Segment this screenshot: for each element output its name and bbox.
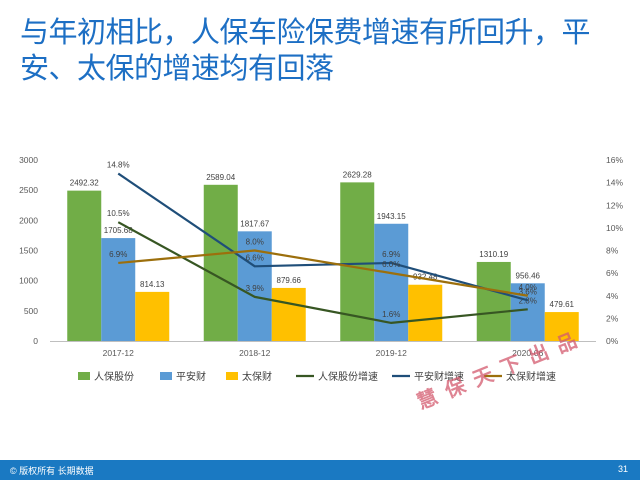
bar-value-label: 2589.04 — [206, 173, 235, 182]
line-value-label: 4.0% — [519, 283, 537, 292]
bar-value-label: 1310.19 — [479, 250, 508, 259]
x-tick-label: 2017-12 — [103, 348, 134, 358]
copyright-text: © 版权所有 长期数据 — [10, 466, 94, 476]
line-value-label: 1.6% — [382, 310, 400, 319]
line-人保股份增速 — [117, 221, 528, 324]
bar-人保股份 — [203, 184, 238, 341]
bar-太保财 — [544, 312, 579, 341]
legend-label: 平安财增速 — [414, 370, 464, 383]
bar-value-label: 879.66 — [277, 276, 302, 285]
page-number: 31 — [617, 464, 628, 474]
y-right-tick-label: 12% — [606, 200, 623, 210]
y-right-tick-label: 8% — [606, 246, 619, 256]
line-value-label: 2.8% — [519, 296, 537, 305]
y-right-tick-label: 2% — [606, 313, 619, 323]
legend-label: 太保财 — [242, 370, 272, 383]
legend-label: 平安财 — [176, 370, 206, 383]
bar-平安财 — [101, 238, 136, 341]
y-left-tick-label: 3000 — [19, 155, 38, 165]
bar-value-label: 2492.32 — [70, 179, 99, 188]
legend-label: 人保股份增速 — [318, 370, 378, 383]
bar-value-label: 479.61 — [550, 300, 575, 309]
legend-label: 太保财增速 — [506, 370, 556, 383]
y-left-tick-label: 1000 — [19, 276, 38, 286]
x-tick-label: 2018-12 — [239, 348, 270, 358]
x-tick-label: 2019-12 — [376, 348, 407, 358]
y-right-tick-label: 10% — [606, 223, 623, 233]
bar-value-label: 1943.15 — [377, 212, 406, 221]
bar-value-label: 1817.67 — [240, 219, 269, 228]
legend-label: 人保股份 — [94, 370, 134, 383]
line-value-label: 3.6% — [519, 287, 537, 296]
line-value-label: 6.6% — [246, 253, 264, 262]
line-value-label: 14.8% — [107, 161, 130, 170]
y-left-tick-label: 2000 — [19, 215, 38, 225]
y-right-tick-label: 0% — [606, 336, 619, 346]
y-right-tick-label: 14% — [606, 178, 623, 188]
bar-value-label: 1705.68 — [104, 226, 133, 235]
y-right-tick-label: 6% — [606, 268, 619, 278]
bar-人保股份 — [67, 190, 102, 341]
line-平安财增速 — [117, 172, 529, 302]
legend-swatch — [160, 372, 172, 380]
line-value-label: 3.9% — [246, 284, 264, 293]
bar-太保财 — [135, 291, 170, 341]
line-value-label: 6.9% — [109, 250, 127, 259]
y-left-tick-label: 1500 — [19, 246, 38, 256]
bar-value-label: 2629.28 — [343, 170, 372, 179]
line-value-label: 6.9% — [382, 250, 400, 259]
y-left-tick-label: 0 — [33, 336, 38, 346]
y-left-tick-label: 500 — [24, 306, 38, 316]
x-tick-label: 2020-06 — [512, 348, 543, 358]
y-left-tick-label: 2500 — [19, 185, 38, 195]
line-太保财增速 — [118, 249, 528, 297]
line-value-label: 10.5% — [107, 209, 130, 218]
bar-value-label: 956.46 — [516, 271, 541, 280]
legend-swatch — [78, 372, 90, 380]
bar-太保财 — [271, 287, 306, 341]
line-value-label: 8.0% — [246, 238, 264, 247]
y-right-tick-label: 4% — [606, 291, 619, 301]
bar-value-label: 932.48 — [413, 273, 438, 282]
bar-太保财 — [408, 284, 443, 341]
bar-value-label: 814.13 — [140, 280, 165, 289]
slide-title: 与年初相比，人保车险保费增速有所回升，平安、太保的增速均有回落 — [20, 15, 591, 85]
bar-人保股份 — [476, 261, 511, 341]
y-right-tick-label: 16% — [606, 155, 623, 165]
footer-bar: © 版权所有 长期数据 31 — [0, 460, 640, 480]
legend-swatch — [226, 372, 238, 380]
line-value-label: 6.0% — [382, 260, 400, 269]
combo-chart: 0 500 1000 1500 2000 2500 3000 0% 2% 4% 6% 8% 10% 12%… — [19, 155, 623, 383]
